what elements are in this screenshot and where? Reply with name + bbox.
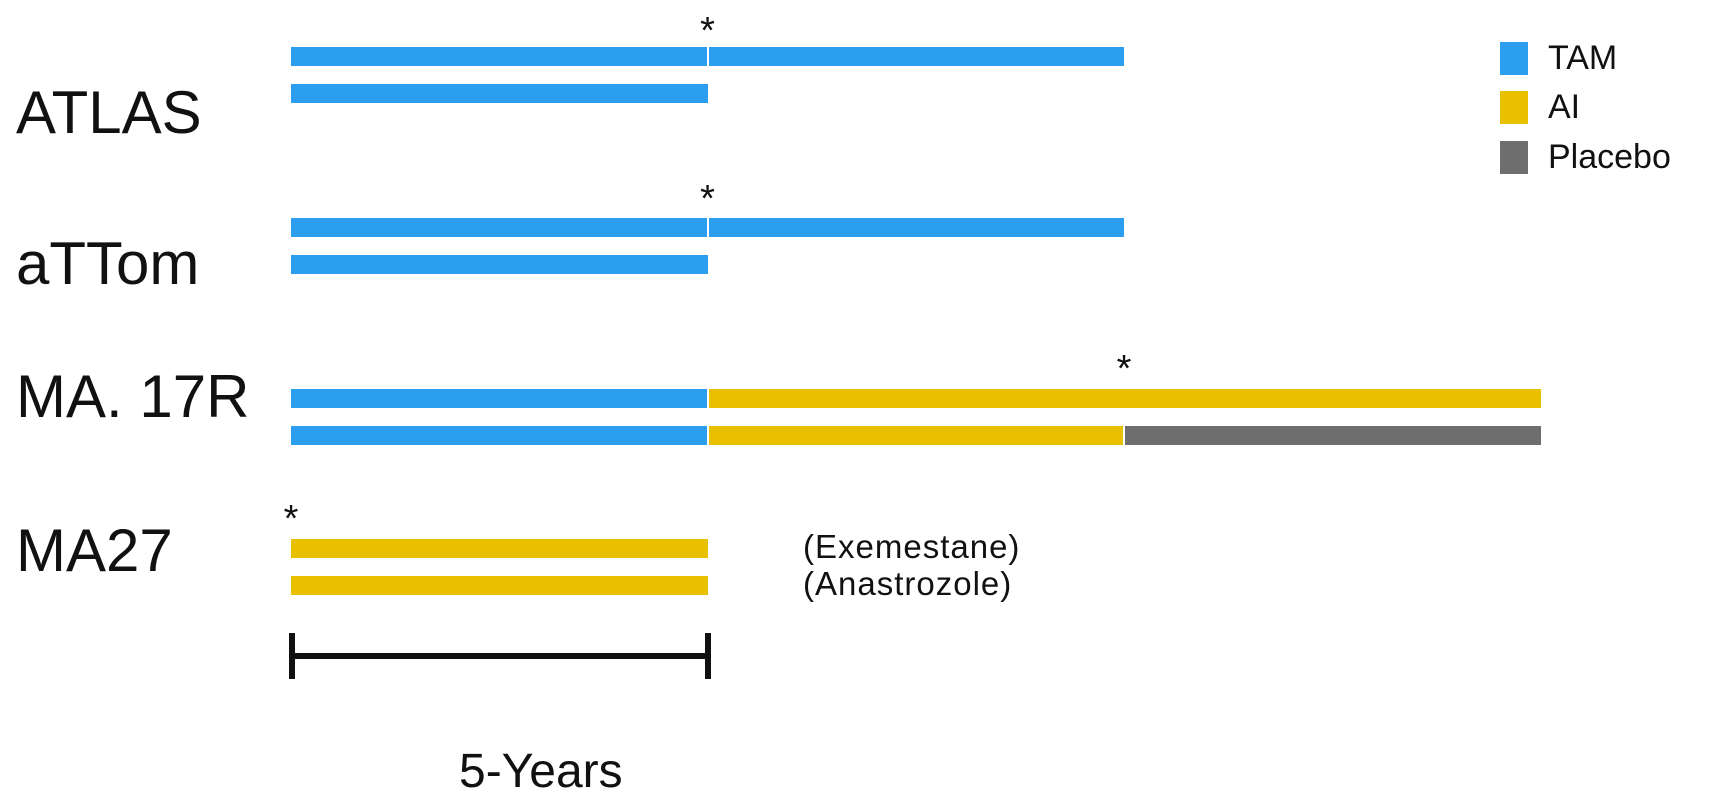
arm-bar-placebo bbox=[1125, 426, 1541, 445]
scale-bar-right-tick bbox=[705, 633, 711, 679]
arm-bar-ai bbox=[708, 389, 1541, 408]
arm-bar-tam bbox=[291, 218, 707, 237]
arm-drug-label: (Exemestane) bbox=[803, 528, 1021, 565]
arm-bar-tam bbox=[291, 255, 708, 274]
arm-bar-tam bbox=[708, 47, 1124, 66]
arm-bar-ai bbox=[291, 576, 708, 595]
arm-bar-tam bbox=[291, 47, 707, 66]
legend-label-tam: TAM bbox=[1548, 39, 1618, 77]
trial-name: MA27 bbox=[16, 517, 173, 584]
legend-swatch-tam bbox=[1500, 42, 1528, 75]
randomization-asterisk: * bbox=[1116, 348, 1132, 390]
trial-name: aTTom bbox=[16, 230, 200, 297]
randomization-asterisk: * bbox=[283, 498, 299, 540]
trial-name: MA. 17R bbox=[16, 363, 250, 430]
randomization-asterisk: * bbox=[700, 10, 715, 52]
arm-bar-tam bbox=[291, 389, 707, 408]
arm-bar-tam bbox=[291, 84, 708, 103]
arm-drug-label: (Anastrozole) bbox=[803, 565, 1013, 602]
legend-swatch-ai bbox=[1500, 91, 1528, 124]
arm-bar-tam bbox=[708, 218, 1124, 237]
arm-bar-ai bbox=[708, 426, 1123, 445]
legend-label-placebo: Placebo bbox=[1548, 138, 1671, 176]
arm-bar-ai bbox=[291, 539, 708, 558]
trial-name: ATLAS bbox=[16, 79, 202, 146]
scale-bar-left-tick bbox=[289, 633, 295, 679]
legend-label-ai: AI bbox=[1548, 88, 1581, 126]
legend-swatch-placebo bbox=[1500, 141, 1528, 174]
scale-bar-label: 5-Years bbox=[459, 745, 623, 798]
arm-bar-tam bbox=[291, 426, 707, 445]
randomization-asterisk: * bbox=[700, 178, 715, 220]
scale-bar-line bbox=[289, 653, 711, 659]
